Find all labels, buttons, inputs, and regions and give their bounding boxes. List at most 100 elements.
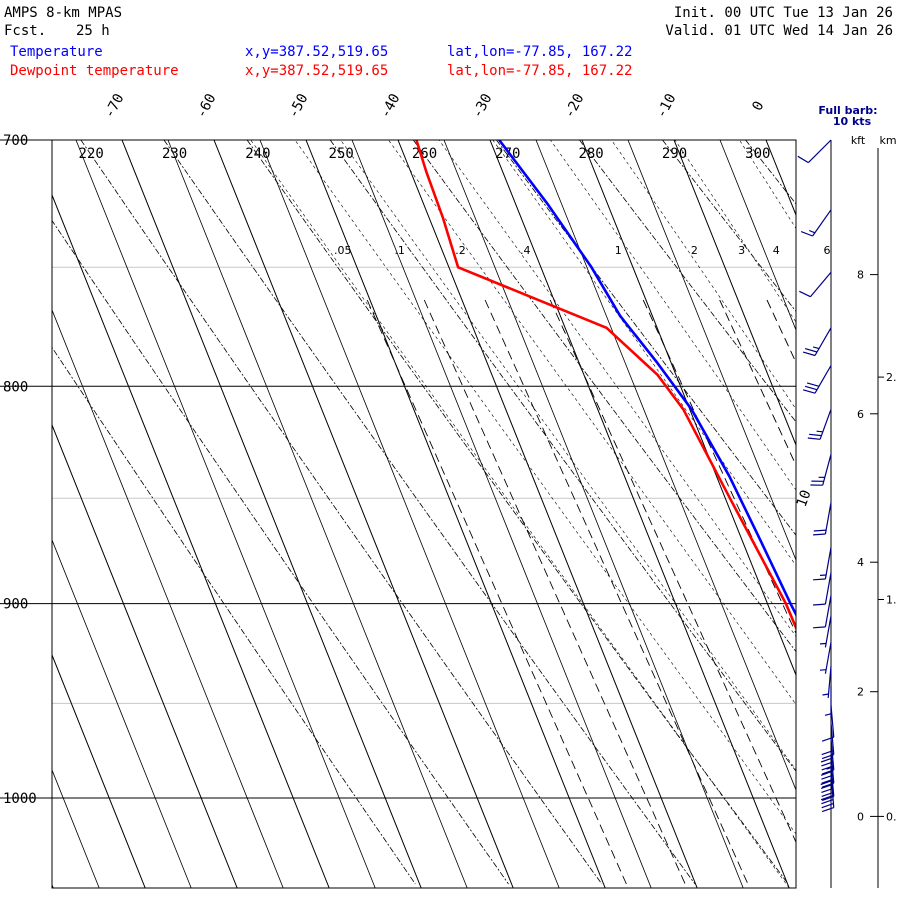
wind-barb [822, 666, 832, 699]
kft-tick-label: 0 [857, 810, 864, 823]
theta-label: 300 [745, 146, 770, 162]
isotherm [489, 140, 790, 888]
barb-legend-line2: 10 kts [833, 115, 872, 128]
mixing-ratio-label: 2 [691, 244, 698, 257]
wind-barb [799, 271, 832, 298]
wind-barb [813, 572, 832, 606]
dry-adiabat [579, 140, 796, 423]
dry-adiabat [662, 140, 796, 313]
wind-barb [802, 365, 832, 394]
isotherm-label: -40 [377, 91, 403, 121]
kft-tick-label: 6 [857, 408, 864, 421]
isotherm [673, 140, 796, 447]
wind-barb [820, 764, 835, 801]
km-tick-label: 0. [886, 810, 897, 823]
moist-adiabat [294, 140, 796, 835]
theta-label: 250 [329, 146, 354, 162]
mixing-ratio-label: 3 [738, 244, 745, 257]
wind-barb [824, 685, 832, 718]
mixing-ratio-label: .05 [334, 244, 352, 257]
legend-temperature-name: Temperature [10, 44, 103, 60]
mixing-ratio-label: .1 [394, 244, 405, 257]
plot-frame [51, 139, 797, 889]
mixing-ratio-label: .2 [455, 244, 466, 257]
mixing-ratio-line [802, 300, 900, 884]
pressure-label: 1000 [3, 791, 37, 807]
mixing-ratio-labels: .05 .1 .2 .4 1 2 3 4 6 [334, 244, 830, 257]
init-time: Init. 00 UTC Tue 13 Jan 26 [674, 5, 893, 21]
legend-dewpoint-xy: x,y=387.52,519.65 [245, 63, 388, 79]
dry-adiabat [829, 140, 900, 884]
isotherm [52, 883, 54, 888]
isotherm [719, 140, 796, 332]
moist-adiabat [492, 140, 796, 567]
theta-labels: 220 230 240 250 260 270 280 290 300 [79, 146, 771, 162]
pressure-label: 700 [3, 133, 28, 149]
theta-label: 260 [412, 146, 437, 162]
isotherm [0, 140, 7, 888]
moist-adiabat [674, 140, 796, 323]
pressure-label: 900 [3, 597, 28, 613]
legend-dewpoint-latlon: lat,lon=-77.85, 167.22 [447, 63, 632, 79]
wind-barb [810, 454, 832, 486]
isotherm [52, 423, 238, 888]
isotherm [397, 140, 698, 888]
mixing-ratio-label: 6 [824, 244, 831, 257]
isotherm [443, 140, 744, 888]
km-axis-label: km [879, 134, 896, 147]
height-axis: 0 2 4 6 8 0. 1. 2. [857, 148, 897, 888]
isotherm [351, 140, 652, 888]
isotherm [167, 140, 468, 888]
isotherm-label: -70 [101, 91, 127, 121]
forecast-label: Fcst. [4, 23, 46, 39]
isotherm-label: -60 [193, 91, 219, 121]
moist-adiabat [250, 140, 790, 888]
isotherm-label: -50 [285, 91, 311, 121]
wind-barb [800, 209, 832, 237]
wind-barbs: 10 [794, 139, 835, 888]
trace-dewpoint-temperature [415, 140, 796, 632]
isotherm [259, 140, 560, 888]
isotherm [535, 140, 796, 792]
moist-adiabat [438, 140, 796, 638]
wind-barb [813, 502, 832, 536]
dry-adiabat [246, 140, 789, 885]
km-tick-label: 1. [886, 594, 897, 607]
pressure-label: 800 [3, 379, 28, 395]
dry-adiabat [52, 219, 509, 885]
isotherm [52, 653, 146, 888]
dry-adiabat [496, 140, 796, 536]
isotherm-label: -30 [469, 91, 495, 121]
model-title: AMPS 8-km MPAS [4, 5, 122, 21]
isotherm [305, 140, 606, 888]
isotherm [52, 538, 192, 888]
trace-temperature [498, 140, 796, 618]
dry-adiabat [52, 346, 416, 885]
forecast-hour: 25 h [76, 23, 110, 39]
isotherm [52, 308, 284, 888]
kft-tick-label: 8 [857, 269, 864, 282]
wind-barb [813, 547, 832, 581]
dry-adiabat [329, 140, 796, 772]
legend-dewpoint-name: Dewpoint temperature [10, 63, 179, 79]
km-tick-label: 2. [886, 371, 897, 384]
moist-adiabat [388, 140, 796, 706]
wind-barb [797, 139, 832, 164]
moist-adiabat [550, 140, 796, 491]
theta-label: 280 [578, 146, 603, 162]
isotherm [213, 140, 514, 888]
theta-label: 230 [162, 146, 187, 162]
theta-label: 240 [245, 146, 270, 162]
isotherm [627, 140, 796, 562]
isotherm [581, 140, 796, 677]
wind-barb [819, 615, 832, 648]
theta-label: 290 [662, 146, 687, 162]
mixing-ratio-line [549, 299, 796, 844]
legend-temperature-xy: x,y=387.52,519.65 [245, 44, 388, 60]
wind-barb [807, 409, 832, 440]
isotherm [52, 193, 330, 888]
isotherm [75, 140, 376, 888]
isotherm-labels: -70 -60 -50 -40 -30 -20 -10 0 [101, 91, 767, 121]
